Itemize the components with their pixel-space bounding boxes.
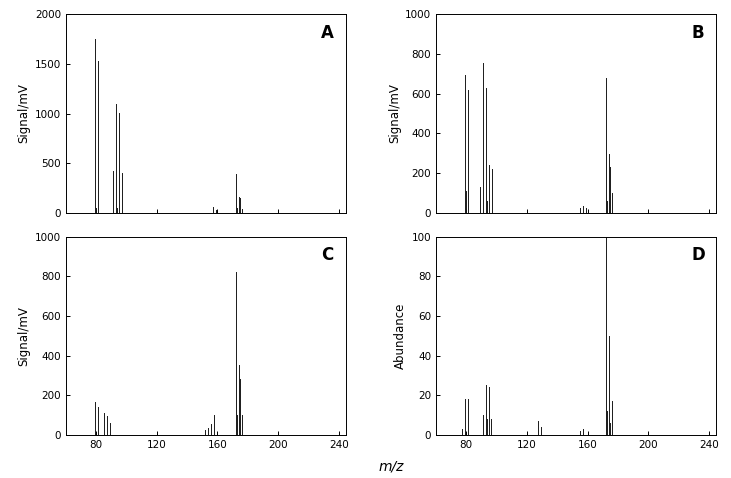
Y-axis label: Abundance: Abundance — [394, 303, 407, 369]
Text: D: D — [691, 247, 705, 264]
Text: A: A — [321, 24, 334, 42]
Text: C: C — [321, 247, 333, 264]
Text: B: B — [691, 24, 704, 42]
Y-axis label: Signal/mV: Signal/mV — [388, 84, 401, 143]
Text: m/z: m/z — [379, 459, 404, 473]
Y-axis label: Signal/mV: Signal/mV — [18, 84, 31, 143]
Y-axis label: Signal/mV: Signal/mV — [18, 306, 31, 366]
